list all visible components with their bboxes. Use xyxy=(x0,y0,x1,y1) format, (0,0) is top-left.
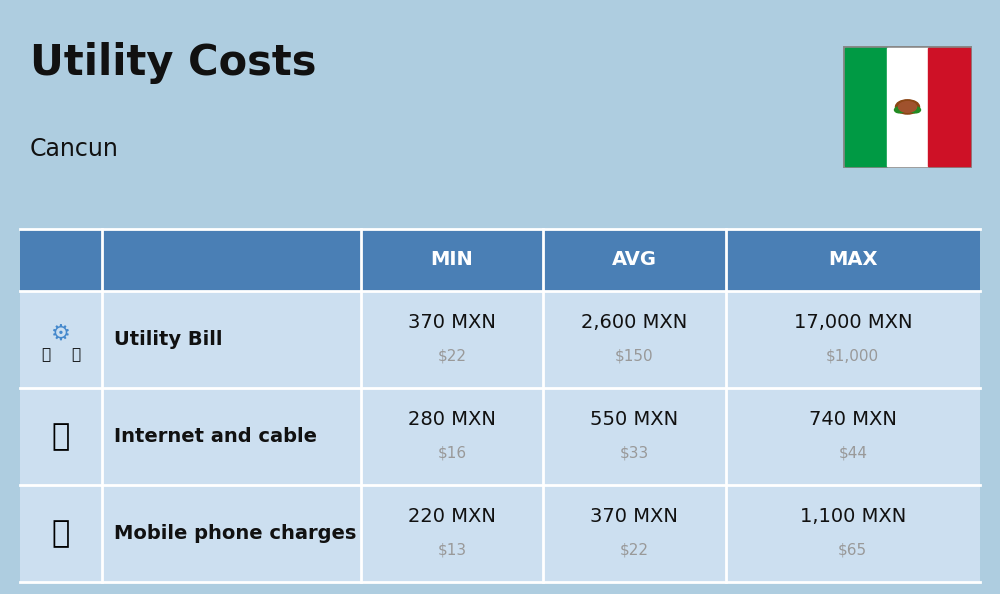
Text: $16: $16 xyxy=(437,446,467,461)
Circle shape xyxy=(910,107,920,113)
Text: 🔧: 🔧 xyxy=(71,347,80,362)
Bar xyxy=(928,48,970,166)
Text: $33: $33 xyxy=(620,446,649,461)
Text: 740 MXN: 740 MXN xyxy=(809,410,897,429)
Text: 1,100 MXN: 1,100 MXN xyxy=(800,507,906,526)
Text: 220 MXN: 220 MXN xyxy=(408,507,496,526)
Text: $44: $44 xyxy=(838,446,867,461)
Text: $22: $22 xyxy=(620,543,649,558)
Text: $13: $13 xyxy=(437,543,467,558)
Text: 17,000 MXN: 17,000 MXN xyxy=(794,314,912,333)
Bar xyxy=(887,48,928,166)
Circle shape xyxy=(898,102,916,112)
Text: Cancun: Cancun xyxy=(30,137,119,160)
Text: 280 MXN: 280 MXN xyxy=(408,410,496,429)
Text: MIN: MIN xyxy=(431,251,473,269)
Text: 370 MXN: 370 MXN xyxy=(590,507,678,526)
Circle shape xyxy=(895,107,904,113)
Text: Utility Costs: Utility Costs xyxy=(30,42,316,84)
Text: AVG: AVG xyxy=(612,251,657,269)
Text: $1,000: $1,000 xyxy=(826,349,879,364)
Text: MAX: MAX xyxy=(828,251,878,269)
Text: ⚙: ⚙ xyxy=(51,324,71,344)
Text: 370 MXN: 370 MXN xyxy=(408,314,496,333)
Text: 550 MXN: 550 MXN xyxy=(590,410,678,429)
Text: Utility Bill: Utility Bill xyxy=(114,330,222,349)
Circle shape xyxy=(896,100,920,114)
Text: 📶: 📶 xyxy=(52,422,70,451)
Text: 🔌: 🔌 xyxy=(41,347,50,362)
FancyBboxPatch shape xyxy=(20,485,980,582)
FancyBboxPatch shape xyxy=(843,46,972,168)
Text: $150: $150 xyxy=(615,349,654,364)
Text: 2,600 MXN: 2,600 MXN xyxy=(581,314,688,333)
Text: Mobile phone charges: Mobile phone charges xyxy=(114,524,356,543)
Text: $65: $65 xyxy=(838,543,867,558)
Text: Internet and cable: Internet and cable xyxy=(114,427,317,446)
FancyBboxPatch shape xyxy=(20,229,980,291)
FancyBboxPatch shape xyxy=(20,291,980,388)
Text: 📱: 📱 xyxy=(52,519,70,548)
Text: $22: $22 xyxy=(438,349,466,364)
Bar xyxy=(845,48,887,166)
FancyBboxPatch shape xyxy=(20,388,980,485)
